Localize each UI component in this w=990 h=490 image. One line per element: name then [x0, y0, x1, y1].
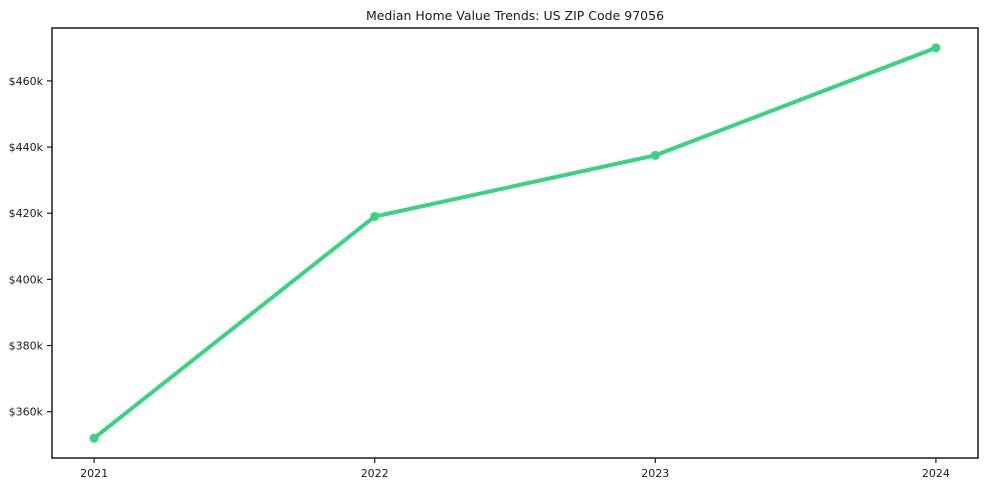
line-series	[92, 45, 938, 441]
x-tick-label: 2022	[361, 467, 389, 480]
plot-frame	[51, 27, 979, 459]
x-tick-label: 2024	[922, 467, 950, 480]
data-point-marker	[370, 212, 380, 222]
y-tick-label: $420k	[9, 207, 44, 220]
y-tick-label: $380k	[9, 340, 44, 353]
x-tick-label: 2023	[641, 467, 669, 480]
data-point-marker	[89, 433, 99, 443]
data-point-marker	[650, 150, 660, 160]
data-point-marker	[931, 43, 941, 53]
y-tick-label: $440k	[9, 141, 44, 154]
y-tick-label: $460k	[9, 75, 44, 88]
x-tick-label: 2021	[80, 467, 108, 480]
y-tick-label: $360k	[9, 406, 44, 419]
chart-title: Median Home Value Trends: US ZIP Code 97…	[366, 8, 664, 23]
y-tick-label: $400k	[9, 273, 44, 286]
plot-area: $360k $380k $400k $420k $440k $460k 2021 2022 20…	[9, 27, 979, 480]
